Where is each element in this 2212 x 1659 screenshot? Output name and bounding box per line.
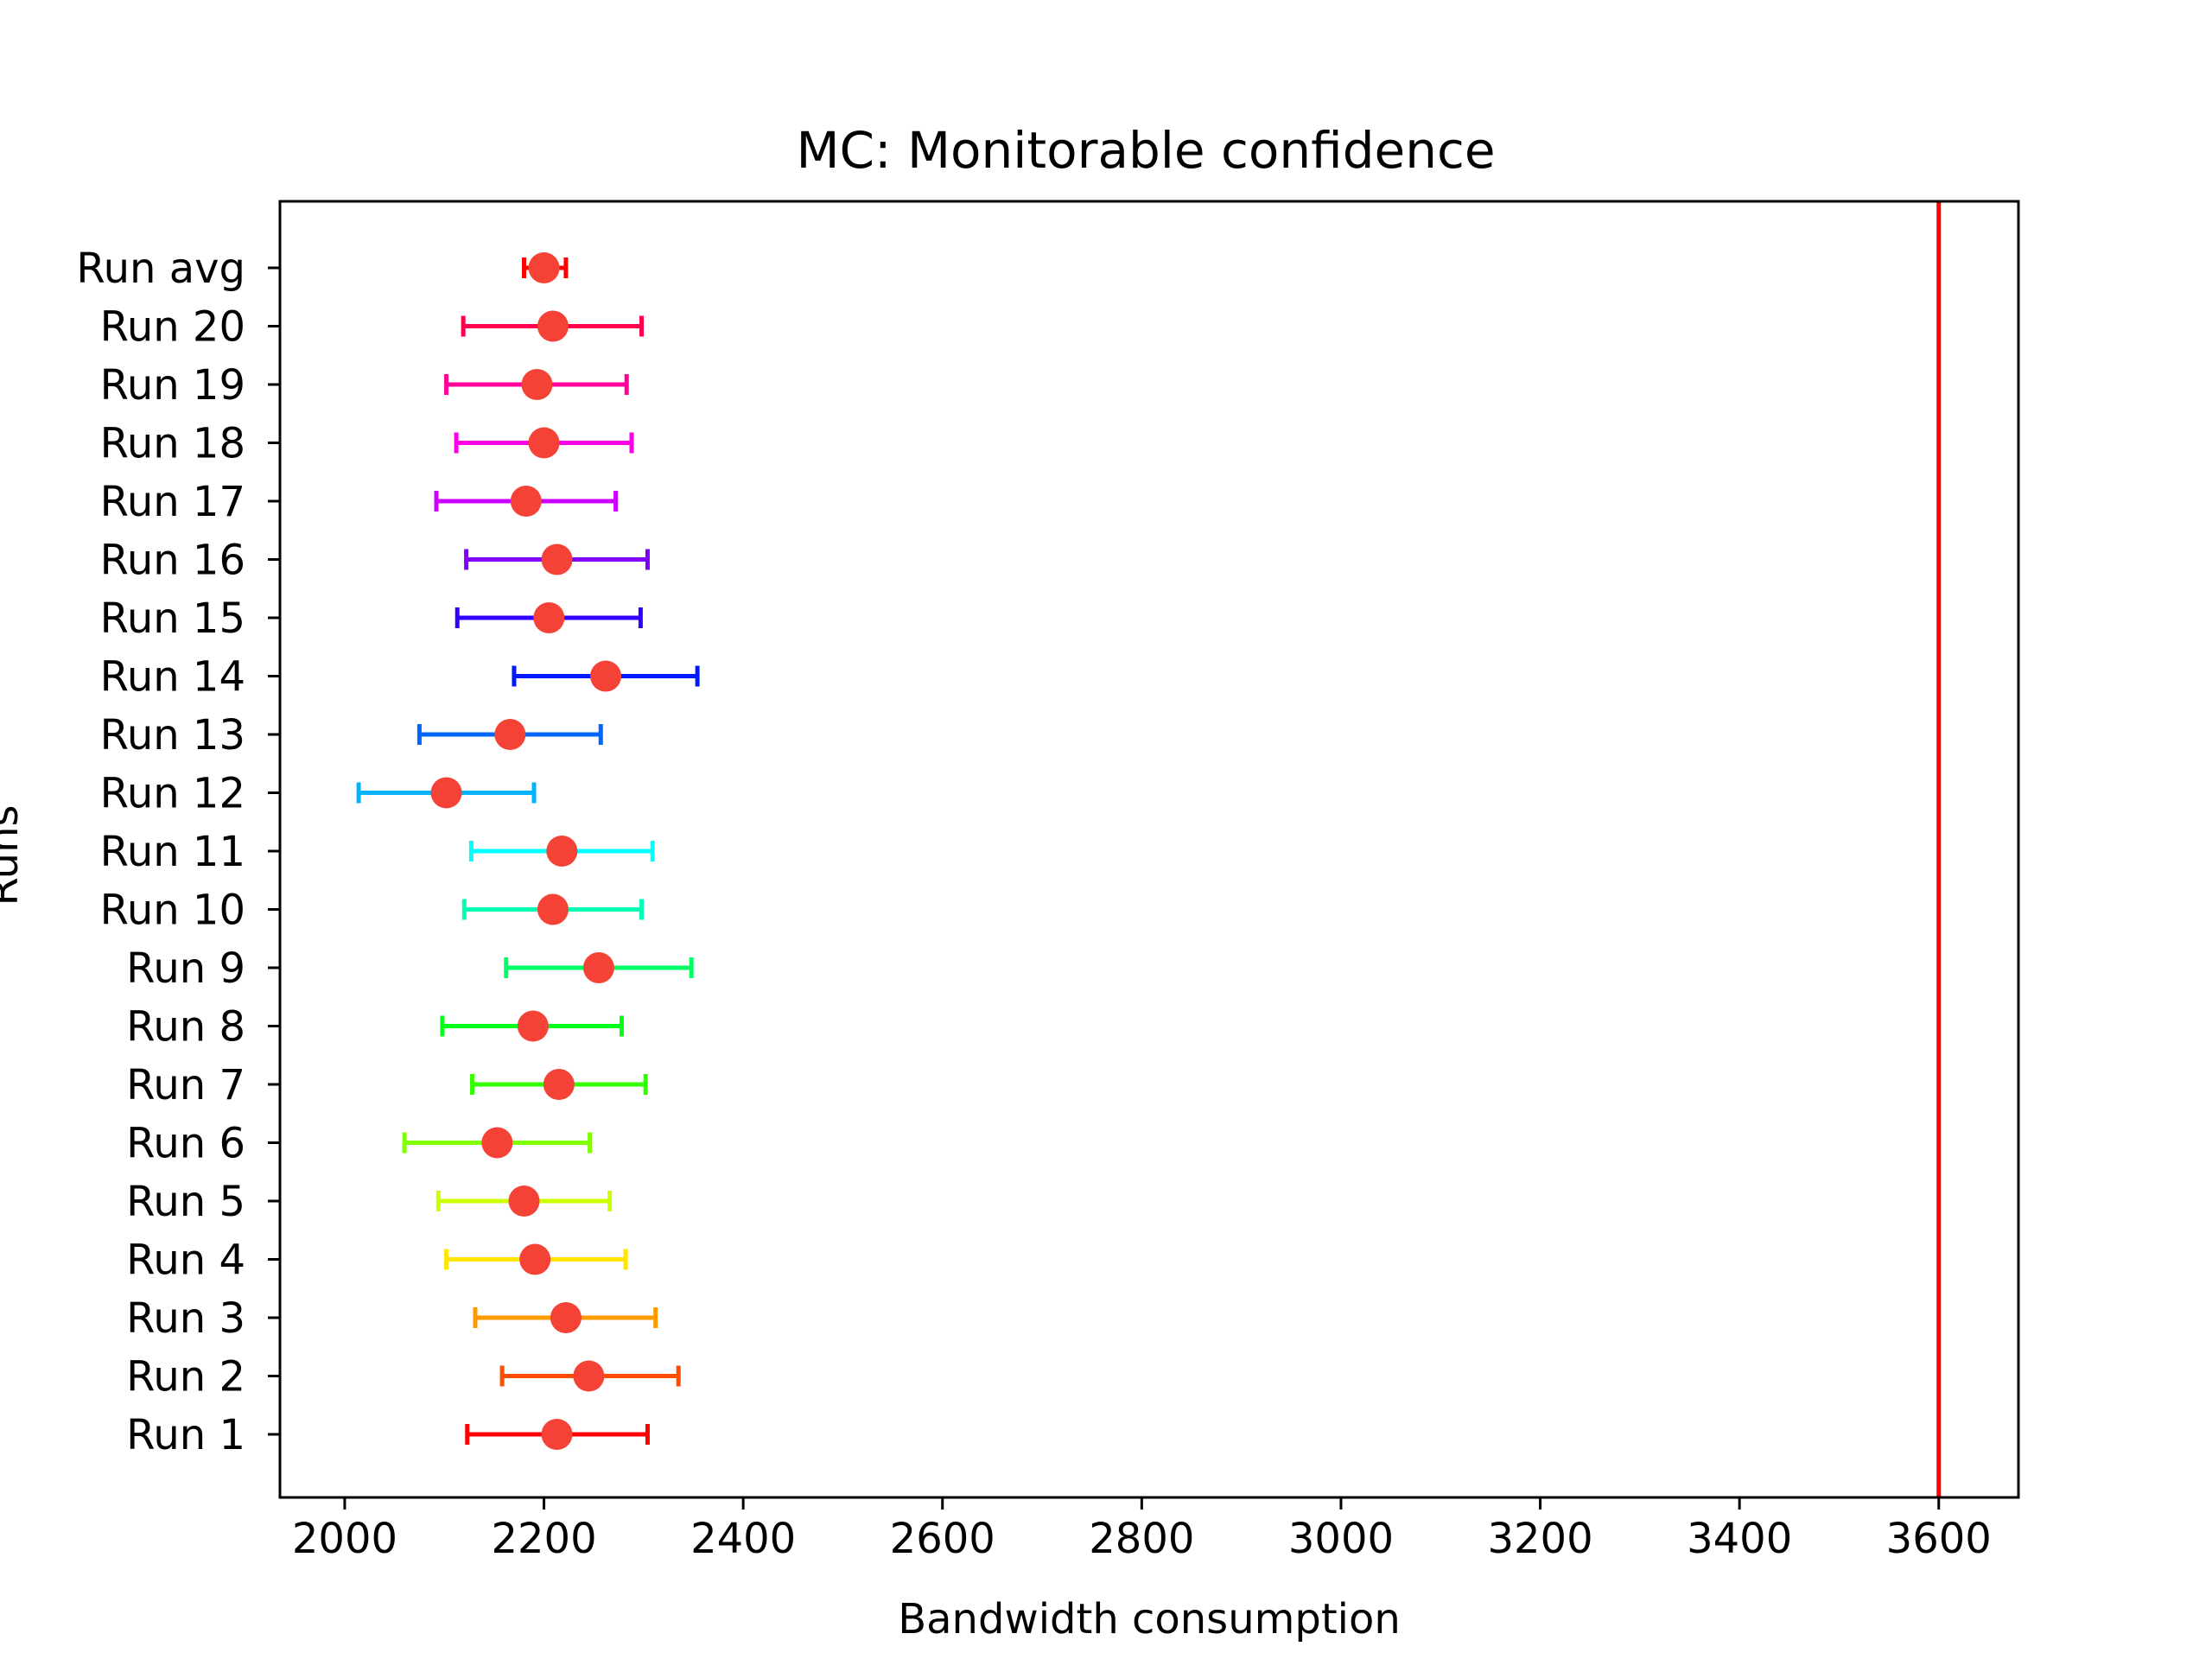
- mean-marker: [430, 777, 462, 809]
- chart-title: MC: Monitorable confidence: [796, 121, 1495, 180]
- run-errorbar: [461, 310, 645, 342]
- run-errorbar: [468, 836, 655, 867]
- mean-marker: [519, 1243, 551, 1275]
- run-errorbar: [461, 893, 645, 925]
- run-errorbar: [454, 602, 643, 633]
- mean-marker: [537, 893, 569, 925]
- mean-marker: [481, 1127, 513, 1159]
- y-tick-label: Run avg: [76, 245, 245, 293]
- run-errorbar: [440, 1010, 624, 1042]
- plot-area: [356, 201, 1942, 1497]
- y-axis: Run 1 Run 2 Run 3 Run 4 Run 5 Run 6 Run 7 Run 8…: [76, 245, 280, 1459]
- run-errorbar: [464, 543, 650, 575]
- y-tick-label: Run 2: [126, 1353, 245, 1402]
- run-errorbar: [356, 777, 537, 809]
- y-tick-label: Run 4: [126, 1236, 245, 1285]
- mean-marker: [528, 252, 560, 283]
- x-tick-label: 3000: [1288, 1515, 1394, 1563]
- x-tick-label: 2800: [1089, 1515, 1194, 1563]
- y-tick-label: Run 16: [100, 537, 245, 585]
- x-tick-label: 2200: [491, 1515, 596, 1563]
- y-tick-label: Run 8: [126, 1003, 245, 1052]
- mean-marker: [550, 1302, 582, 1333]
- run-errorbar: [444, 369, 629, 400]
- run-errorbar: [454, 427, 634, 459]
- x-tick-label: 3400: [1687, 1515, 1792, 1563]
- mean-marker: [582, 952, 614, 983]
- mean-marker: [590, 660, 622, 692]
- y-tick-label: Run 5: [126, 1178, 245, 1226]
- mean-marker: [528, 427, 560, 459]
- x-tick-label: 2000: [292, 1515, 397, 1563]
- mean-marker: [517, 1010, 549, 1042]
- mean-marker: [510, 486, 542, 517]
- y-tick-label: Run 11: [100, 828, 245, 876]
- run-errorbar: [465, 1419, 650, 1450]
- y-tick-label: Run 7: [126, 1061, 245, 1109]
- run-errorbar: [473, 1302, 658, 1333]
- run-errorbar: [434, 486, 619, 517]
- run-errorbar: [435, 1185, 613, 1217]
- y-tick-label: Run 17: [100, 478, 245, 526]
- x-axis: 2000 2200 2400 2600 2800 3000 3200 3400 3600: [292, 1497, 1992, 1563]
- mean-marker: [541, 1419, 573, 1450]
- run-errorbar: [504, 952, 694, 983]
- axes-frame: [278, 200, 2020, 1499]
- y-tick-label: Run 19: [100, 361, 245, 410]
- y-tick-label: Run 9: [126, 944, 245, 993]
- y-tick-label: Run 12: [100, 770, 245, 818]
- x-tick-label: 2400: [690, 1515, 796, 1563]
- mean-marker: [533, 602, 565, 633]
- run-errorbar: [402, 1127, 593, 1159]
- mean-marker: [521, 369, 553, 400]
- y-tick-label: Run 20: [100, 303, 245, 352]
- x-tick-label: 3200: [1487, 1515, 1592, 1563]
- x-tick-label: 2600: [890, 1515, 995, 1563]
- mean-marker: [543, 1069, 575, 1100]
- y-tick-label: Run 14: [100, 653, 245, 702]
- y-tick-label: Run 13: [100, 711, 245, 760]
- run-errorbar: [499, 1360, 681, 1392]
- mean-marker: [541, 543, 573, 575]
- x-axis-label: Bandwidth consumption: [898, 1595, 1401, 1643]
- run-errorbar: [512, 660, 700, 692]
- run-errorbar: [444, 1243, 628, 1275]
- run-errorbar: [416, 719, 603, 750]
- y-tick-label: Run 1: [126, 1411, 245, 1459]
- run-errorbar: [470, 1069, 648, 1100]
- y-tick-label: Run 18: [100, 420, 245, 468]
- run-errorbar: [521, 252, 569, 283]
- mean-marker: [494, 719, 526, 750]
- mean-marker: [546, 836, 578, 867]
- mean-marker: [537, 310, 569, 342]
- mean-marker: [508, 1185, 540, 1217]
- y-axis-label: Runs: [0, 804, 28, 906]
- mean-marker: [573, 1360, 605, 1392]
- x-tick-label: 3600: [1886, 1515, 1992, 1563]
- y-tick-label: Run 3: [126, 1294, 245, 1343]
- y-tick-label: Run 6: [126, 1120, 245, 1168]
- y-tick-label: Run 10: [100, 887, 245, 935]
- y-tick-label: Run 15: [100, 594, 245, 643]
